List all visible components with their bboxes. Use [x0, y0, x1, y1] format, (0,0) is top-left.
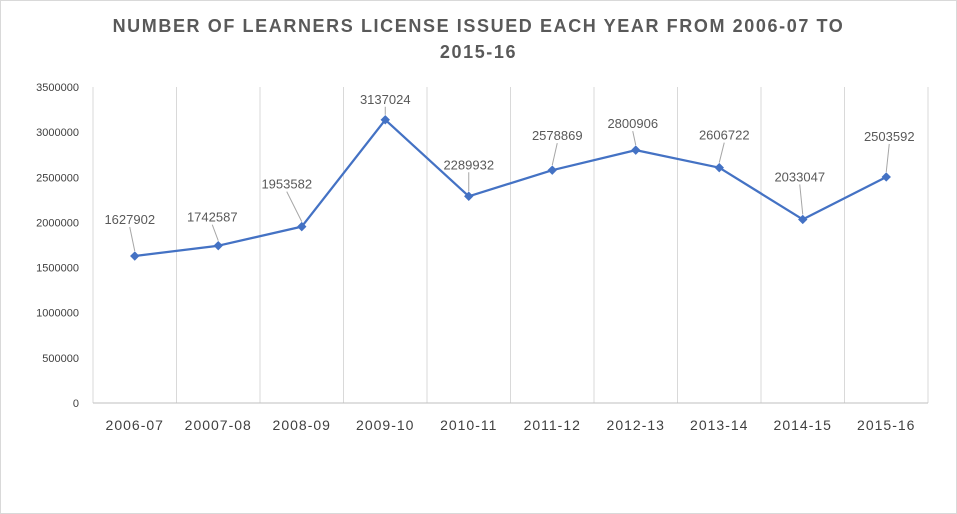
y-tick-label: 3000000 [36, 127, 79, 139]
data-point-marker [297, 221, 307, 232]
data-label-leader [551, 143, 558, 166]
data-point-marker [464, 191, 474, 201]
data-point-marker [714, 162, 724, 173]
data-label-leader [632, 131, 637, 146]
data-point-marker [631, 145, 641, 155]
x-tick-label: 20007-08 [185, 417, 252, 433]
series-markers [130, 115, 891, 261]
y-tick-label: 1000000 [36, 308, 79, 320]
data-point-marker [547, 165, 557, 175]
x-tick-label: 2013-14 [690, 417, 748, 433]
y-tick-label: 3500000 [36, 82, 79, 94]
data-point-marker [881, 172, 891, 182]
data-label: 2033047 [774, 169, 825, 184]
x-tick-label: 2012-13 [607, 417, 665, 433]
data-label-leader [286, 191, 303, 222]
grid-lines [92, 87, 929, 403]
data-label: 3137024 [360, 92, 411, 107]
y-tick-label: 500000 [42, 353, 79, 365]
data-label-leader [885, 143, 890, 173]
data-label-leader-lines [129, 106, 890, 252]
data-label: 1627902 [104, 212, 155, 227]
data-label: 2606722 [699, 128, 750, 143]
y-tick-label: 2500000 [36, 172, 79, 184]
data-label-leader [211, 224, 219, 241]
y-tick-label: 2000000 [36, 217, 79, 229]
y-tick-label: 0 [73, 398, 79, 410]
series-line-path [134, 118, 887, 258]
data-point-marker [130, 251, 140, 261]
x-tick-label: 2008-09 [273, 417, 331, 433]
x-tick-label: 2015-16 [857, 417, 915, 433]
x-tick-label: 2009-10 [356, 417, 414, 433]
x-tick-label: 2006-07 [106, 417, 164, 433]
data-label-leader [718, 142, 725, 163]
data-label-leader [129, 226, 136, 252]
data-label: 1953582 [261, 177, 312, 192]
data-point-marker [213, 240, 223, 251]
data-label: 2503592 [864, 129, 915, 144]
series-line [134, 118, 887, 258]
data-label: 2289932 [443, 157, 494, 172]
data-label-leader [799, 184, 804, 215]
y-axis-tick-labels: 0 500000 1000000 1500000 2000000 2500000 30000… [36, 82, 79, 410]
x-axis-tick-labels: 2006-07 20007-08 2008-09 2009-10 2010-11 2011… [106, 417, 915, 433]
data-label: 2800906 [607, 116, 658, 131]
data-label: 2578869 [532, 128, 583, 143]
chart-title: NUMBER OF LEARNERS LICENSE ISSUED EACH Y… [112, 16, 845, 62]
data-point-marker [798, 214, 808, 225]
x-tick-label: 2011-12 [524, 417, 581, 433]
data-labels: 1627902 1742587 1953582 3137024 2289932 25788… [104, 92, 914, 227]
data-point-marker [380, 115, 390, 125]
x-tick-label: 2014-15 [774, 417, 832, 433]
y-tick-label: 1500000 [36, 263, 79, 275]
x-tick-label: 2010-11 [440, 417, 497, 433]
data-label: 1742587 [187, 210, 238, 225]
